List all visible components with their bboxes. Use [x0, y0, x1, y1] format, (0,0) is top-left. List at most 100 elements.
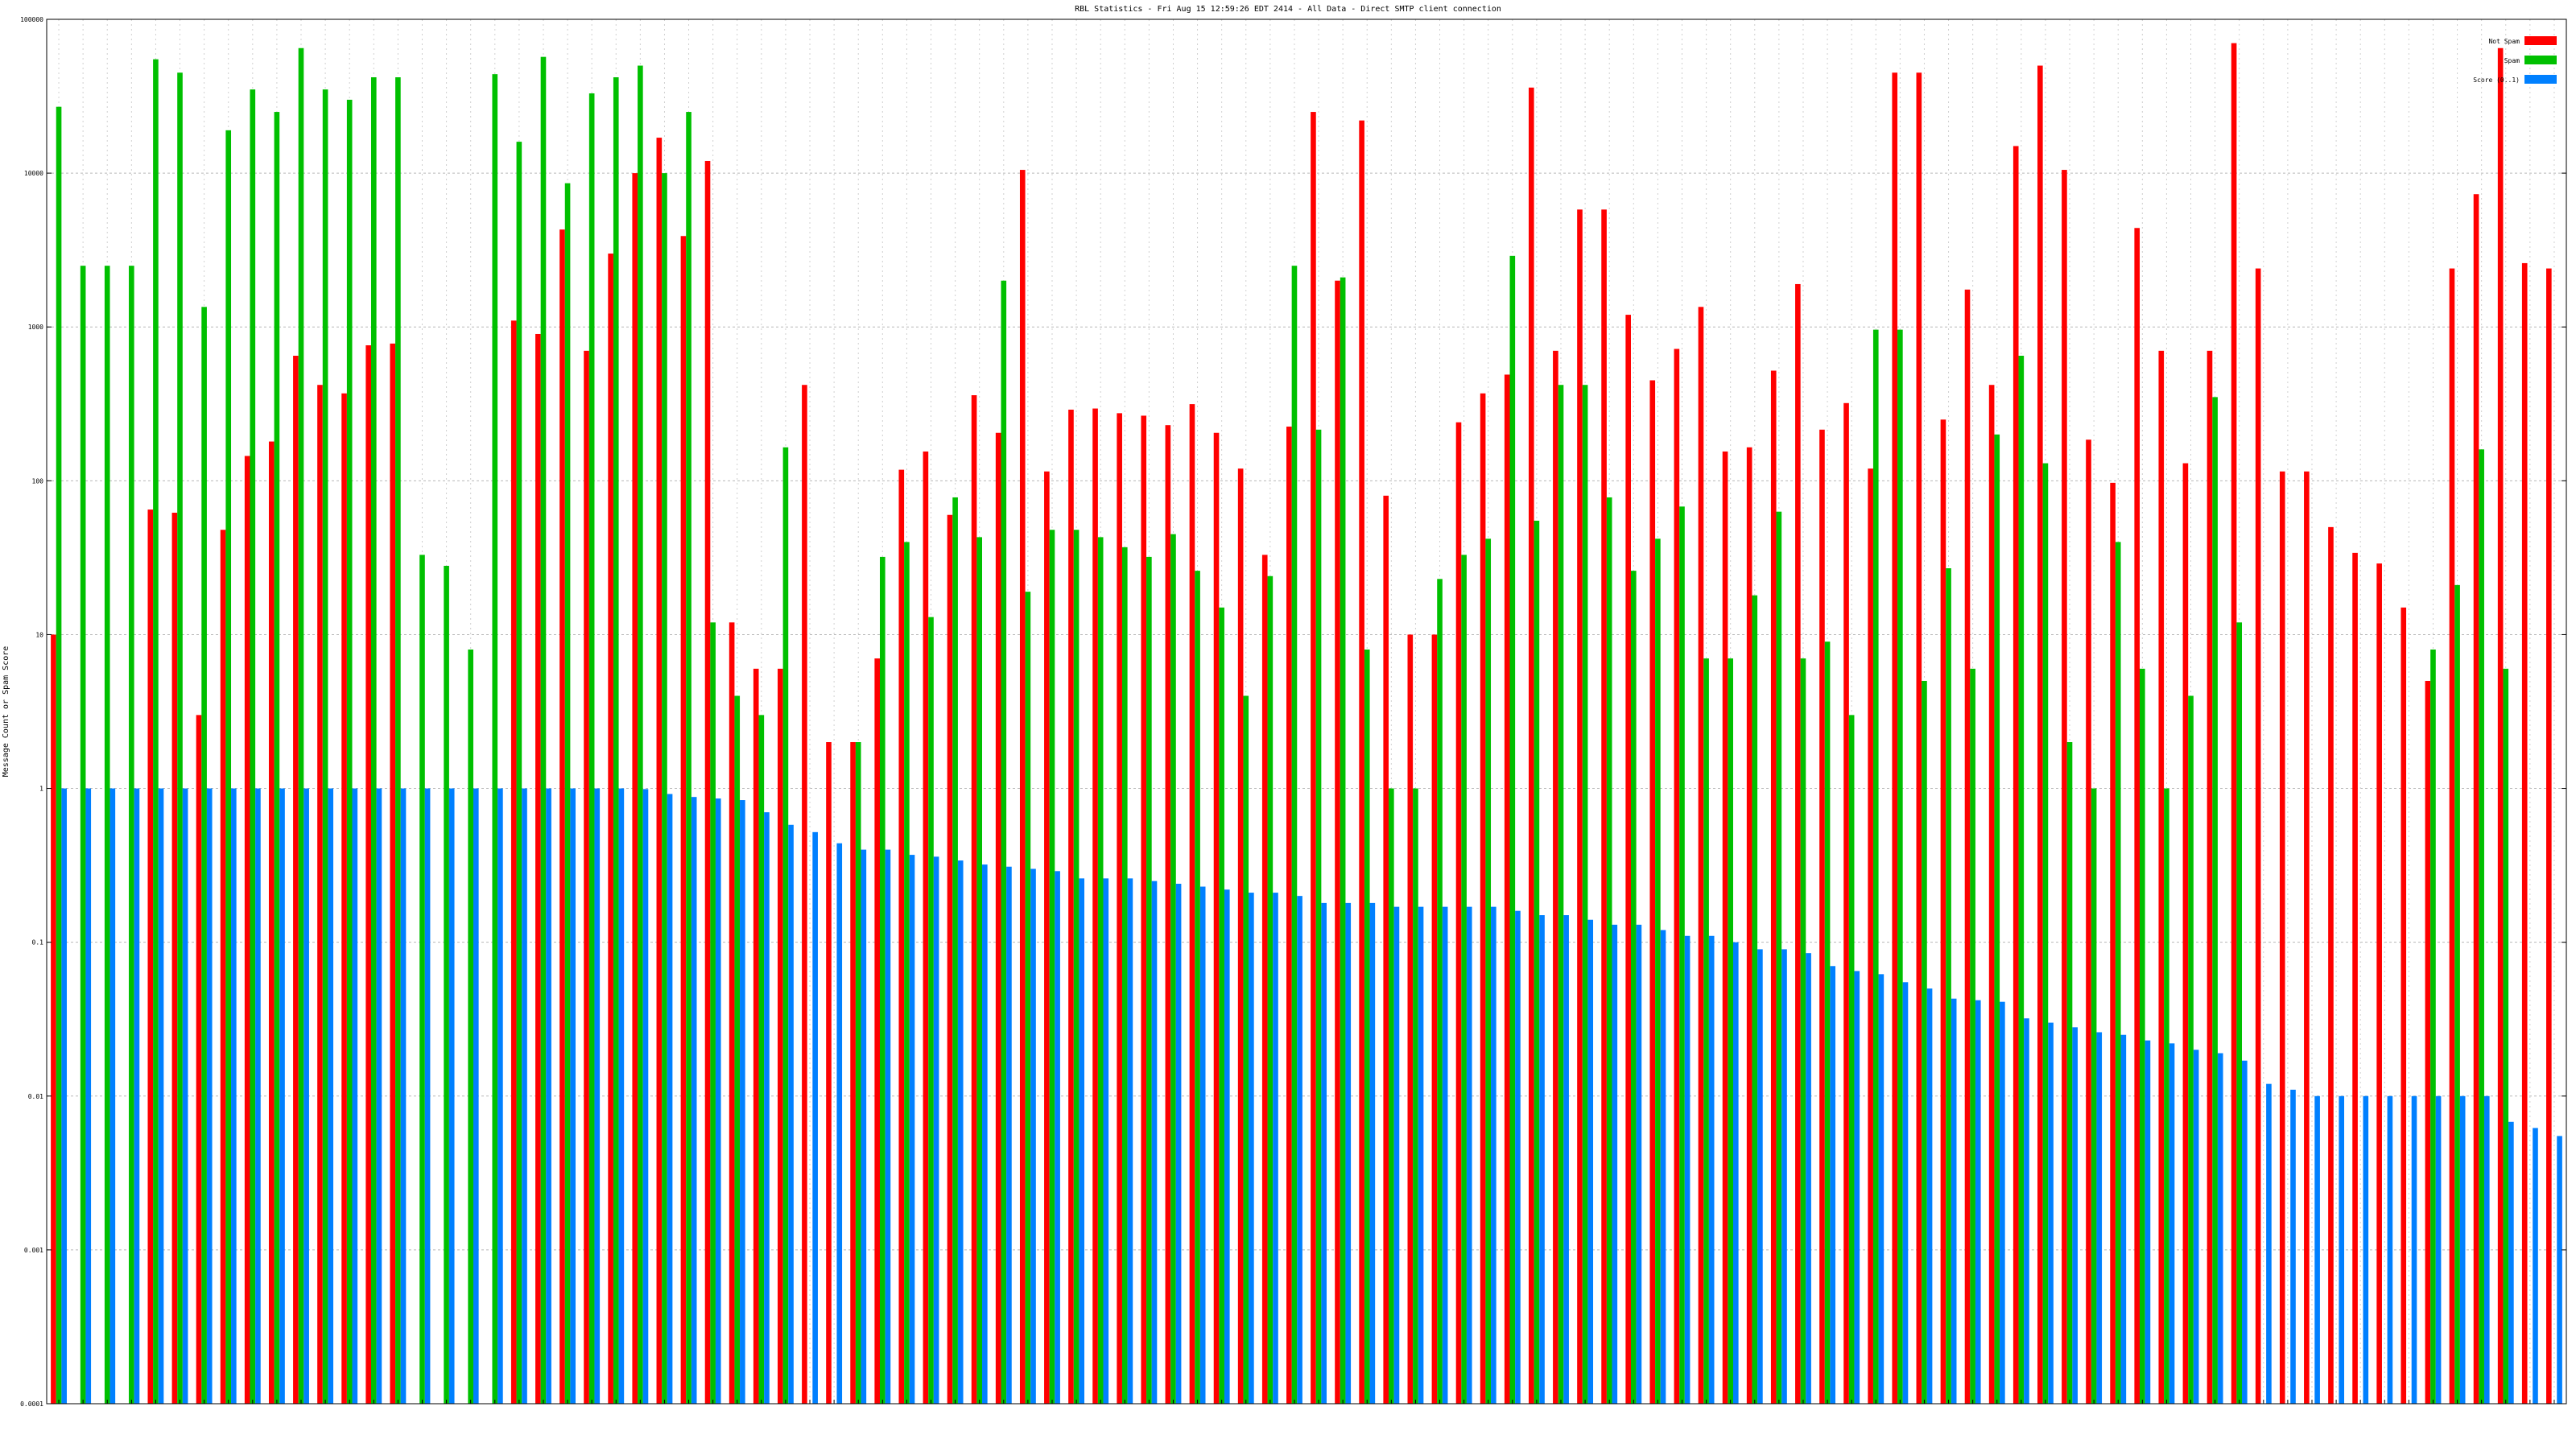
- bar-score: [2120, 1034, 2127, 1404]
- bar-not-spam: [1964, 289, 1971, 1404]
- bar-not-spam: [2304, 471, 2310, 1404]
- bar-spam: [516, 142, 522, 1405]
- bar-score: [2145, 1040, 2151, 1404]
- bar-spam: [1195, 571, 1200, 1404]
- bar-not-spam: [704, 160, 711, 1405]
- bar-not-spam: [1068, 409, 1074, 1405]
- axis-layer: 0.0001 0.001 0.01 0.1 1 10 100 1000 10000 100000: [20, 16, 2567, 1408]
- bar-spam: [2212, 397, 2218, 1404]
- bar-spam: [952, 497, 958, 1405]
- bar-not-spam: [2328, 526, 2334, 1404]
- bar-score: [812, 831, 818, 1404]
- bar-not-spam: [778, 668, 783, 1404]
- bar-not-spam: [1092, 408, 1098, 1404]
- legend: Not Spam Spam Score (0..1): [2473, 36, 2557, 84]
- chart-title: RBL Statistics - Fri Aug 15 12:59:26 EDT…: [1075, 5, 1501, 14]
- bar-not-spam: [1698, 307, 1704, 1404]
- bar-score: [1393, 906, 1400, 1404]
- bar-score: [1297, 896, 1302, 1404]
- bar-not-spam: [1019, 170, 1026, 1404]
- bar-score: [2339, 1095, 2345, 1404]
- bar-spam: [1872, 329, 1879, 1404]
- bar-spam: [734, 695, 741, 1404]
- bar-score: [667, 794, 673, 1404]
- legend-swatch: [2524, 75, 2557, 84]
- bar-not-spam: [1916, 72, 1922, 1404]
- bar-score: [1902, 982, 1909, 1404]
- bar-spam: [1824, 641, 1831, 1404]
- bar-spam: [250, 89, 256, 1404]
- y-tick-label: 0.0001: [20, 1400, 43, 1408]
- bar-not-spam: [2207, 350, 2213, 1405]
- bar-spam: [2454, 584, 2460, 1404]
- bar-spam: [2188, 695, 2194, 1404]
- bar-score: [1199, 886, 1206, 1404]
- bar-spam: [2479, 449, 2484, 1404]
- bar-spam: [153, 59, 159, 1405]
- bar-spam: [2503, 668, 2509, 1404]
- bar-score: [642, 789, 649, 1404]
- bar-not-spam: [584, 350, 589, 1405]
- bar-spam: [177, 72, 183, 1404]
- bar-not-spam: [1141, 415, 1147, 1405]
- bar-spam: [1848, 715, 1855, 1404]
- y-tick-label: 0.001: [24, 1247, 43, 1254]
- bar-spam: [274, 112, 280, 1404]
- bar-not-spam: [51, 634, 56, 1404]
- bar-score: [2508, 1121, 2514, 1404]
- bar-score: [1951, 998, 1957, 1404]
- bar-score: [740, 800, 745, 1404]
- bar-score: [2000, 1001, 2005, 1404]
- y-tick-label: 1: [39, 786, 43, 793]
- bar-spam: [129, 266, 134, 1404]
- bar-not-spam: [1577, 209, 1583, 1404]
- bar-score: [376, 788, 382, 1404]
- bar-spam: [1655, 538, 1661, 1404]
- bar-spam: [2091, 788, 2097, 1404]
- bar-not-spam: [1892, 72, 1898, 1404]
- bar-score: [1006, 866, 1012, 1404]
- bar-spam: [2430, 649, 2436, 1404]
- bar-not-spam: [2134, 228, 2140, 1404]
- bar-not-spam: [1674, 349, 1680, 1404]
- bar-not-spam: [2037, 65, 2043, 1404]
- bar-not-spam: [293, 355, 299, 1405]
- bar-score: [546, 788, 551, 1404]
- bar-not-spam: [995, 432, 1001, 1404]
- bar-not-spam: [874, 658, 881, 1404]
- bar-spam: [2066, 742, 2073, 1404]
- bar-spam: [782, 447, 789, 1404]
- bar-score: [352, 788, 358, 1404]
- bar-not-spam: [2279, 471, 2285, 1404]
- y-tick-label: 0.01: [28, 1093, 43, 1100]
- bar-not-spam: [1819, 429, 1825, 1404]
- bar-score: [2533, 1128, 2538, 1404]
- bar-not-spam: [2182, 463, 2189, 1404]
- bar-score: [1369, 902, 1376, 1404]
- bar-score: [1684, 935, 1690, 1404]
- bar-score: [1103, 878, 1109, 1404]
- bar-spam: [855, 742, 861, 1404]
- bar-not-spam: [317, 385, 323, 1405]
- bar-spam: [56, 106, 62, 1404]
- bar-not-spam: [2086, 439, 2091, 1404]
- bar-not-spam: [1601, 209, 1607, 1404]
- bar-score: [182, 788, 188, 1404]
- bar-score: [2557, 1136, 2562, 1404]
- bar-score: [2048, 1022, 2054, 1404]
- bar-not-spam: [1044, 471, 1050, 1404]
- bar-spam: [80, 266, 86, 1404]
- bar-score: [2290, 1089, 2296, 1404]
- bar-not-spam: [220, 530, 226, 1404]
- bar-spam: [1728, 658, 1733, 1404]
- bar-score: [885, 849, 891, 1404]
- bar-spam: [1752, 595, 1758, 1404]
- bar-score: [1539, 915, 1545, 1404]
- bar-not-spam: [2062, 170, 2067, 1404]
- bar-score: [1975, 1000, 1981, 1404]
- bar-score: [1515, 910, 1521, 1404]
- bar-spam: [2140, 668, 2145, 1404]
- bar-spam: [1146, 556, 1152, 1404]
- bars-layer: [51, 43, 2562, 1405]
- bar-score: [2024, 1018, 2029, 1404]
